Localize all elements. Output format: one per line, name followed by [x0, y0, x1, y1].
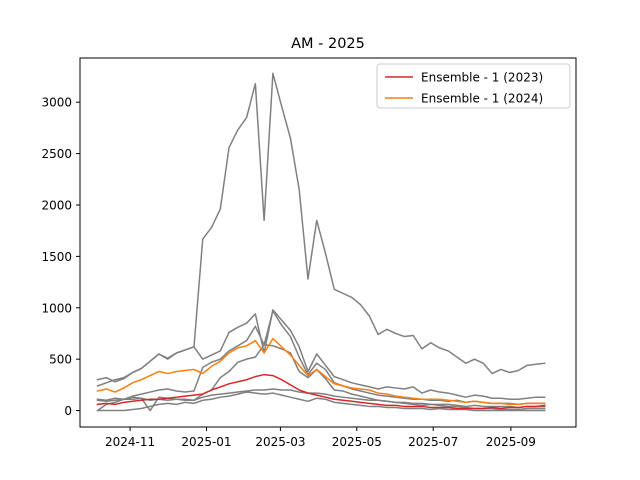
- y-tick-label: 1000: [41, 301, 72, 315]
- legend-label: Ensemble - 1 (2023): [421, 71, 543, 85]
- series-line-ensemble-1-2024: [96, 337, 546, 406]
- plot-frame: [79, 57, 577, 428]
- series-line-ensemble-1-2023: [96, 373, 546, 410]
- series-line-4: [96, 344, 546, 412]
- y-tick-label: 500: [49, 353, 72, 367]
- series-layer: [96, 72, 546, 412]
- y-tick-label: 0: [64, 404, 72, 418]
- chart-title: AM - 2025: [291, 36, 365, 52]
- series-line-2: [96, 309, 546, 400]
- axes-layer: 2024-11 2025-01 2025-03 2025-05 2025-07 2025-…: [41, 57, 577, 449]
- series-line-5: [96, 388, 546, 409]
- y-tick-label: 2000: [41, 198, 72, 212]
- series-line-6: [96, 391, 546, 412]
- x-tick-label: 2025-01: [181, 435, 231, 449]
- y-tick-label: 3000: [41, 96, 72, 110]
- legend-label: Ensemble - 1 (2024): [421, 92, 543, 106]
- x-tick-label: 2025-03: [255, 435, 305, 449]
- legend-box: [376, 63, 571, 109]
- series-line-1: [96, 72, 546, 383]
- y-tick-label: 2500: [41, 147, 72, 161]
- y-tick-label: 1500: [41, 250, 72, 264]
- legend: Ensemble - 1 (2023) Ensemble - 1 (2024): [376, 63, 571, 109]
- x-tick-label: 2025-09: [486, 435, 536, 449]
- x-tick-label: 2024-11: [105, 435, 155, 449]
- x-tick-label: 2025-05: [332, 435, 382, 449]
- x-tick-label: 2025-07: [408, 435, 458, 449]
